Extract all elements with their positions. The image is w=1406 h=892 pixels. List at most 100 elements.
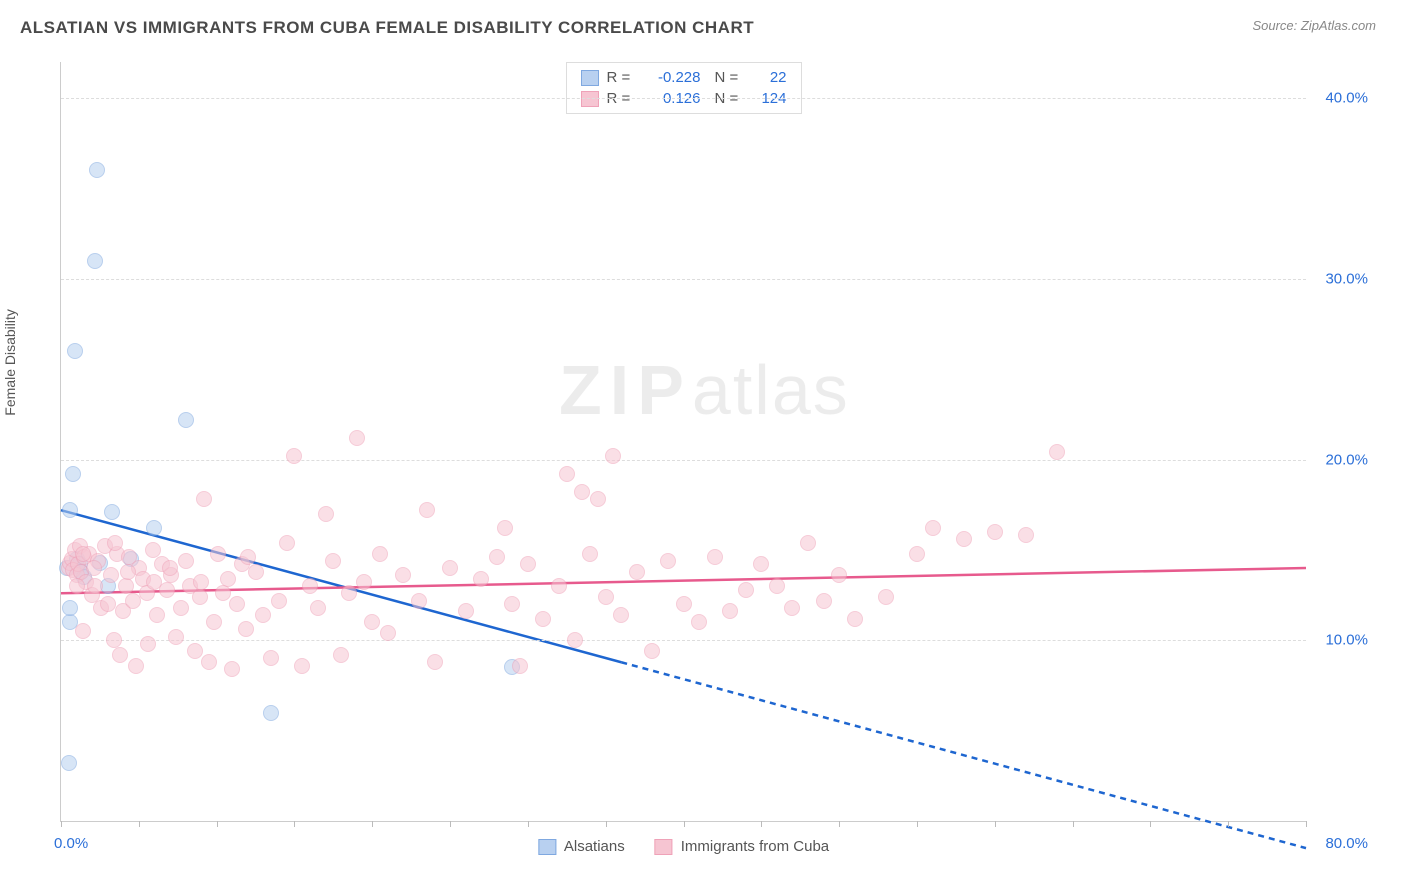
stats-legend: R =-0.228N =22R =0.126N =124	[566, 62, 802, 114]
scatter-point-cuba	[598, 589, 614, 605]
swatch-alsatians	[538, 839, 556, 855]
scatter-point-cuba	[753, 556, 769, 572]
scatter-point-cuba	[263, 650, 279, 666]
scatter-point-cuba	[644, 643, 660, 659]
trendlines-layer	[61, 62, 1306, 821]
chart-title: ALSATIAN VS IMMIGRANTS FROM CUBA FEMALE …	[20, 18, 754, 38]
scatter-point-cuba	[411, 593, 427, 609]
x-tick	[372, 821, 373, 827]
scatter-point-cuba	[240, 549, 256, 565]
scatter-point-alsatians	[178, 412, 194, 428]
scatter-point-alsatians	[65, 466, 81, 482]
scatter-point-alsatians	[87, 253, 103, 269]
scatter-point-cuba	[224, 661, 240, 677]
scatter-point-cuba	[676, 596, 692, 612]
scatter-point-cuba	[442, 560, 458, 576]
source-label: Source: ZipAtlas.com	[1252, 18, 1376, 33]
scatter-point-cuba	[395, 567, 411, 583]
scatter-point-cuba	[847, 611, 863, 627]
scatter-point-cuba	[419, 502, 435, 518]
scatter-point-cuba	[173, 600, 189, 616]
watermark-atlas: atlas	[692, 351, 850, 429]
scatter-point-cuba	[925, 520, 941, 536]
scatter-point-cuba	[294, 658, 310, 674]
scatter-point-cuba	[909, 546, 925, 562]
scatter-point-alsatians	[61, 755, 77, 771]
scatter-point-cuba	[75, 546, 91, 562]
scatter-point-cuba	[206, 614, 222, 630]
scatter-point-cuba	[215, 585, 231, 601]
y-axis-label: Female Disability	[2, 309, 18, 416]
scatter-point-alsatians	[89, 162, 105, 178]
scatter-point-cuba	[279, 535, 295, 551]
scatter-point-cuba	[149, 607, 165, 623]
scatter-point-cuba	[551, 578, 567, 594]
x-tick	[1073, 821, 1074, 827]
x-axis-max-label: 80.0%	[1325, 835, 1368, 852]
x-axis-min-label: 0.0%	[54, 835, 88, 852]
scatter-point-alsatians	[62, 600, 78, 616]
scatter-point-cuba	[100, 596, 116, 612]
scatter-point-cuba	[196, 491, 212, 507]
scatter-point-cuba	[325, 553, 341, 569]
scatter-point-cuba	[380, 625, 396, 641]
scatter-point-alsatians	[67, 343, 83, 359]
y-tick-label: 30.0%	[1325, 270, 1368, 287]
scatter-point-cuba	[302, 578, 318, 594]
scatter-point-cuba	[784, 600, 800, 616]
scatter-point-cuba	[535, 611, 551, 627]
scatter-point-alsatians	[146, 520, 162, 536]
x-tick	[1150, 821, 1151, 827]
scatter-point-cuba	[473, 571, 489, 587]
swatch-cuba	[655, 839, 673, 855]
scatter-point-cuba	[210, 546, 226, 562]
scatter-point-cuba	[103, 567, 119, 583]
scatter-point-cuba	[112, 647, 128, 663]
scatter-point-cuba	[146, 574, 162, 590]
x-tick	[450, 821, 451, 827]
scatter-point-cuba	[87, 578, 103, 594]
legend-label: Immigrants from Cuba	[681, 838, 829, 855]
scatter-point-cuba	[605, 448, 621, 464]
x-tick	[528, 821, 529, 827]
scatter-point-cuba	[248, 564, 264, 580]
x-tick	[61, 821, 62, 827]
stats-row-alsatians: R =-0.228N =22	[581, 67, 787, 88]
scatter-point-cuba	[318, 506, 334, 522]
swatch-alsatians	[581, 70, 599, 86]
y-tick-label: 20.0%	[1325, 451, 1368, 468]
gridline	[61, 279, 1306, 280]
scatter-point-cuba	[660, 553, 676, 569]
scatter-point-cuba	[145, 542, 161, 558]
scatter-point-cuba	[574, 484, 590, 500]
scatter-point-cuba	[356, 574, 372, 590]
scatter-point-cuba	[255, 607, 271, 623]
scatter-point-cuba	[349, 430, 365, 446]
scatter-point-cuba	[364, 614, 380, 630]
scatter-point-cuba	[816, 593, 832, 609]
scatter-point-cuba	[69, 578, 85, 594]
y-tick-label: 10.0%	[1325, 632, 1368, 649]
y-tick-label: 40.0%	[1325, 90, 1368, 107]
gridline	[61, 98, 1306, 99]
scatter-point-cuba	[497, 520, 513, 536]
x-tick	[761, 821, 762, 827]
scatter-point-cuba	[987, 524, 1003, 540]
scatter-point-cuba	[140, 636, 156, 652]
scatter-point-alsatians	[263, 705, 279, 721]
scatter-point-cuba	[504, 596, 520, 612]
legend-label: Alsatians	[564, 838, 625, 855]
gridline	[61, 640, 1306, 641]
scatter-point-cuba	[107, 535, 123, 551]
trendline-alsatians-dashed	[621, 662, 1306, 848]
scatter-point-cuba	[707, 549, 723, 565]
scatter-point-cuba	[769, 578, 785, 594]
x-tick	[684, 821, 685, 827]
scatter-point-cuba	[201, 654, 217, 670]
scatter-point-cuba	[520, 556, 536, 572]
scatter-point-cuba	[238, 621, 254, 637]
scatter-point-alsatians	[62, 502, 78, 518]
scatter-point-cuba	[286, 448, 302, 464]
scatter-point-cuba	[1049, 444, 1065, 460]
scatter-point-cuba	[956, 531, 972, 547]
